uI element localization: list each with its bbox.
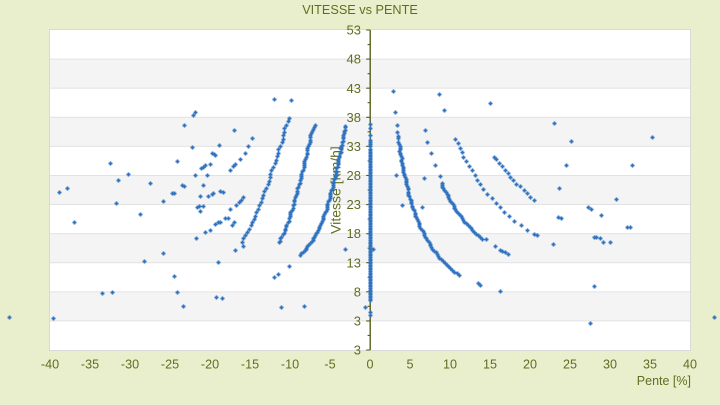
svg-text:28: 28 xyxy=(347,168,361,183)
svg-text:3: 3 xyxy=(354,314,361,329)
svg-text:25: 25 xyxy=(563,357,577,371)
svg-text:Pente [%]: Pente [%] xyxy=(637,374,691,388)
svg-text:0: 0 xyxy=(366,357,373,371)
svg-text:-10: -10 xyxy=(281,357,299,371)
svg-text:5: 5 xyxy=(406,357,413,371)
svg-text:38: 38 xyxy=(347,110,361,125)
svg-text:-15: -15 xyxy=(241,357,259,371)
svg-text:15: 15 xyxy=(483,357,497,371)
svg-text:40: 40 xyxy=(683,357,697,371)
svg-text:48: 48 xyxy=(347,52,361,67)
svg-text:8: 8 xyxy=(354,284,361,299)
svg-text:23: 23 xyxy=(347,197,361,212)
svg-text:43: 43 xyxy=(347,81,361,96)
svg-text:-20: -20 xyxy=(201,357,219,371)
svg-text:18: 18 xyxy=(347,226,361,241)
svg-text:VITESSE vs PENTE: VITESSE vs PENTE xyxy=(302,3,418,17)
svg-text:35: 35 xyxy=(643,357,657,371)
svg-text:-40: -40 xyxy=(41,357,59,371)
svg-text:Vitesse [km/h]: Vitesse [km/h] xyxy=(328,146,344,234)
svg-text:-30: -30 xyxy=(121,357,139,371)
svg-text:33: 33 xyxy=(347,139,361,154)
svg-text:20: 20 xyxy=(523,357,537,371)
svg-text:-25: -25 xyxy=(161,357,179,371)
svg-text:-35: -35 xyxy=(81,357,99,371)
svg-text:30: 30 xyxy=(603,357,617,371)
svg-text:53: 53 xyxy=(347,23,361,38)
svg-text:13: 13 xyxy=(347,255,361,270)
svg-text:10: 10 xyxy=(443,357,457,371)
svg-text:3: 3 xyxy=(354,343,361,358)
svg-text:-5: -5 xyxy=(324,357,335,371)
